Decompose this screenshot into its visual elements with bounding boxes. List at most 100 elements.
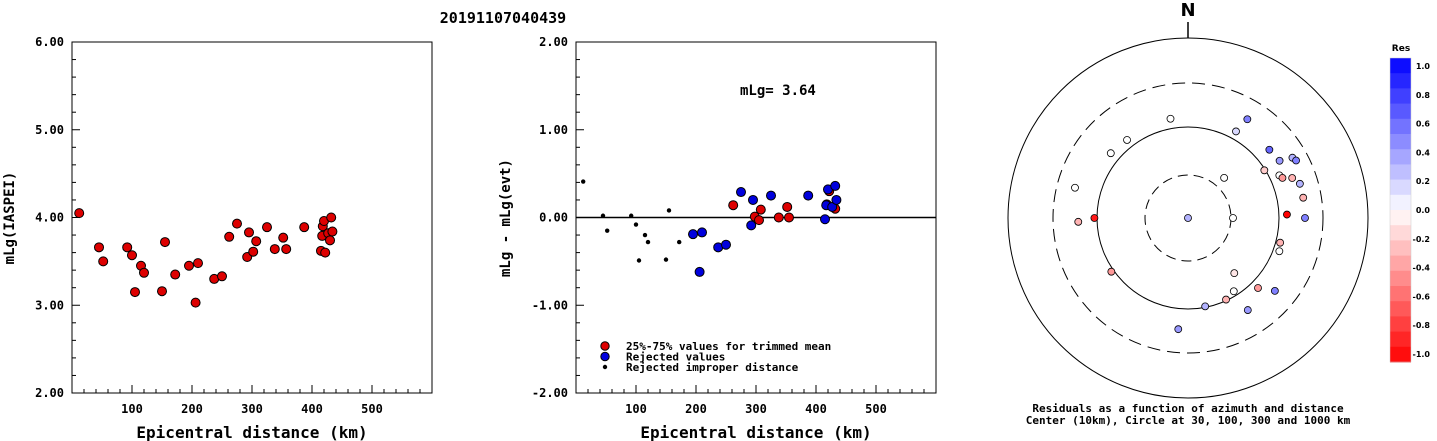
data-point: [160, 237, 170, 248]
legend-label: Rejected improper distance: [626, 361, 799, 374]
colorbar-tick-label: -1.0: [1413, 350, 1431, 359]
data-point: [170, 269, 181, 280]
colorbar-tick-label: -0.4: [1413, 264, 1431, 273]
residual-point: [784, 212, 794, 223]
rejected-distance-point: [600, 213, 606, 218]
ring-300km: [1052, 82, 1324, 354]
colorbar-cell: [1390, 118, 1411, 135]
station-residual-marker: [1071, 183, 1079, 192]
colorbar-cell: [1390, 255, 1411, 272]
y-tick-label: 2.00: [35, 386, 64, 400]
caption-line-2: Center (10km), Circle at 30, 100, 300 an…: [1026, 414, 1351, 427]
residual-colorbar: Res 1.0 0.8 0.6 0.4 0.2 0.0 -0.2 -0.4 -0.6 -0.8 -1…: [1389, 44, 1431, 363]
data-point: [184, 260, 194, 271]
data-point: [98, 256, 109, 267]
y-axis-label: mLg(IASPEI): [2, 172, 18, 265]
data-point: [190, 297, 201, 308]
station-residual-marker: [1166, 114, 1175, 123]
ring-1000km: [1007, 37, 1369, 399]
colorbar-cell: [1390, 301, 1411, 317]
x-tick-label: 200: [181, 402, 203, 416]
colorbar-tick-label: -0.8: [1413, 321, 1431, 330]
data-point: [269, 244, 280, 255]
station-residual-marker: [1229, 214, 1237, 222]
station-residual-marker: [1260, 166, 1269, 175]
data-point: [320, 247, 331, 258]
station-residual-marker: [1222, 295, 1230, 304]
x-tick-label: 400: [301, 402, 323, 416]
x-tick-label: 200: [685, 402, 707, 416]
y-tick-label: 1.00: [539, 123, 568, 137]
residual-point: [746, 220, 757, 231]
station-residual-marker: [1243, 115, 1252, 124]
colorbar-cell: [1390, 164, 1411, 181]
plot-frame: [71, 41, 433, 394]
data-point: [262, 222, 272, 233]
figure-title: 20191107040439: [440, 9, 566, 27]
x-tick-label: 500: [865, 402, 887, 416]
colorbar-cell: [1390, 346, 1411, 363]
left-scatter-chart: 100 200 300 400 500 2.00 3.00 4.00 5.00 6.00 Epi…: [2, 35, 433, 441]
data-point: [248, 246, 259, 257]
colorbar-cell: [1390, 316, 1411, 333]
colorbar-tick-label: 0.6: [1416, 120, 1431, 129]
rejected-distance-point: [605, 228, 610, 233]
y-tick-label: -2.00: [532, 386, 568, 400]
station-residual-marker: [1230, 269, 1239, 278]
middle-residual-chart: 100 200 300 400 500 -2.00 -1.00 0.00 1.00 2.00 E…: [498, 35, 937, 441]
rejected-distance-point: [633, 222, 639, 227]
x-axis-label: Epicentral distance (km): [136, 423, 367, 441]
rejected-distance-point: [629, 213, 634, 218]
station-residual-marker: [1288, 174, 1297, 182]
colorbar-tick-label: -0.6: [1413, 292, 1431, 301]
legend-marker: [602, 364, 608, 370]
colorbar-cell: [1390, 270, 1411, 287]
residual-point: [755, 204, 766, 215]
x-tick-label: 400: [805, 402, 827, 416]
colorbar-cell: [1390, 149, 1411, 165]
colorbar-tick-label: -0.2: [1413, 235, 1431, 244]
colorbar-cell: [1390, 179, 1411, 196]
station-residual-marker: [1123, 136, 1131, 144]
station-residual-marker: [1106, 149, 1115, 158]
rejected-distance-point: [677, 239, 682, 245]
colorbar-cell: [1390, 194, 1411, 211]
data-point: [326, 212, 337, 223]
y-tick-label: 5.00: [35, 123, 64, 137]
station-residual-marker: [1229, 287, 1238, 296]
x-axis-label: Epicentral distance (km): [640, 423, 871, 441]
colorbar-cell: [1390, 88, 1411, 105]
data-point: [94, 242, 104, 253]
y-tick-label: 3.00: [35, 298, 64, 312]
data-point: [127, 250, 137, 261]
colorbar-cell: [1390, 331, 1411, 348]
colorbar-cell: [1390, 225, 1411, 241]
legend-label: 25%-75% values for trimmed mean: [626, 340, 831, 353]
residual-point: [754, 215, 764, 226]
y-tick-label: 0.00: [539, 211, 568, 225]
data-point: [157, 286, 167, 297]
residual-point: [748, 194, 758, 205]
x-tick-label: 300: [745, 402, 767, 416]
data-point: [130, 287, 140, 298]
data-point: [278, 232, 289, 243]
data-point: [74, 208, 85, 219]
residual-point: [736, 187, 746, 198]
x-tick-label: 300: [241, 402, 263, 416]
data-point: [244, 227, 254, 238]
data-point: [193, 258, 203, 269]
data-point: [251, 236, 262, 247]
residual-point: [803, 190, 814, 201]
station-residual-marker: [1292, 156, 1300, 165]
rejected-distance-point: [645, 239, 651, 245]
y-axis-label: mLg - mLg(evt): [498, 159, 514, 277]
magnitude-annotation: mLg= 3.64: [740, 83, 816, 99]
y-tick-label: -1.00: [532, 298, 568, 312]
station-residual-marker: [1265, 145, 1274, 154]
data-point: [299, 222, 310, 233]
rejected-distance-point: [666, 208, 672, 213]
colorbar-tick-label: 0.8: [1416, 91, 1431, 100]
station-residual-marker: [1220, 173, 1229, 182]
residual-point: [820, 214, 830, 225]
